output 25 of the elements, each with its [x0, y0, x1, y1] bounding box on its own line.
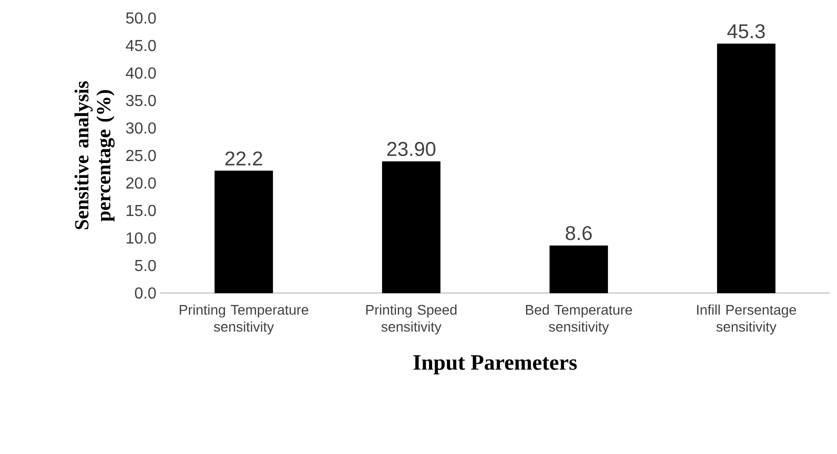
y-tick-label: 45.0 [126, 40, 156, 52]
data-label: 8.6 [566, 226, 592, 240]
y-tick-label: 20.0 [126, 177, 156, 189]
y-tick-label: 30.0 [126, 122, 156, 134]
y-tick-label: 25.0 [126, 150, 156, 162]
data-label: 22.2 [225, 151, 262, 166]
bar [550, 246, 608, 294]
bar [214, 170, 273, 294]
x-tick-label: Printing Temperature sensitivity [180, 304, 308, 334]
y-tick-label: 5.0 [134, 260, 156, 272]
y-tick-label: 35.0 [126, 94, 156, 106]
x-tick-label: Printing Speed sensitivity [366, 304, 456, 334]
x-axis-title: Input Paremeters [413, 355, 577, 374]
y-tick-label: 10.0 [126, 232, 156, 244]
bar [382, 161, 440, 294]
y-tick-label: 40.0 [126, 67, 156, 79]
bar [717, 44, 776, 294]
x-tick-label: Infill Persentage sensitivity [697, 304, 796, 334]
data-label: 45.3 [727, 24, 765, 38]
y-tick-label: 0.0 [134, 287, 156, 299]
y-tick-label: 50.0 [126, 12, 156, 24]
y-axis-title: Sensitive analysis percentage (%) [74, 81, 115, 230]
x-tick-label: Bed Temperature sensitivity [526, 304, 632, 334]
data-label: 23.90 [387, 142, 436, 156]
y-tick-label: 15.0 [126, 204, 156, 216]
